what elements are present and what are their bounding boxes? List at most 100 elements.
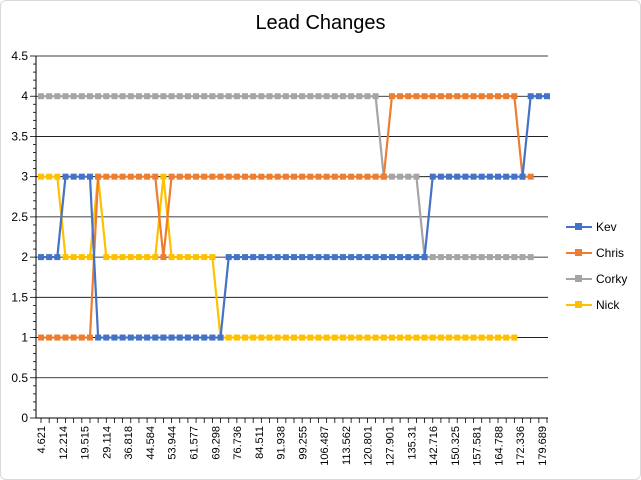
data-point-kev-41	[372, 254, 379, 261]
data-point-kev-28	[266, 254, 273, 261]
data-point-nick-15	[160, 173, 167, 180]
data-point-corky-1	[46, 93, 53, 100]
data-point-chris-0	[38, 334, 44, 341]
data-point-corky-23	[225, 93, 232, 100]
data-point-corky-58	[511, 254, 518, 261]
data-point-kev-46	[413, 254, 420, 261]
data-point-chris-32	[299, 173, 306, 180]
data-point-kev-19	[193, 334, 200, 341]
x-tick-label-7: 61.577	[188, 426, 200, 460]
data-point-corky-37	[339, 93, 346, 100]
data-point-corky-3	[62, 93, 69, 100]
data-point-nick-36	[331, 334, 338, 341]
data-point-corky-14	[152, 93, 159, 100]
data-point-chris-8	[103, 173, 110, 180]
data-point-nick-56	[495, 334, 502, 341]
data-point-chris-57	[503, 93, 510, 100]
data-point-chris-48	[429, 93, 436, 100]
data-point-chris-27	[258, 173, 265, 180]
data-point-kev-61	[535, 93, 542, 100]
data-point-corky-39	[356, 93, 363, 100]
chart-title: Lead Changes	[255, 12, 386, 34]
data-point-chris-28	[266, 173, 273, 180]
data-point-nick-52	[462, 334, 469, 341]
legend-label-nick: Nick	[596, 298, 620, 312]
data-point-chris-11	[127, 173, 134, 180]
data-point-kev-21	[209, 334, 216, 341]
data-point-kev-23	[225, 254, 232, 261]
data-point-kev-29	[274, 254, 281, 261]
legend-swatch-chris	[566, 248, 592, 258]
x-tick-label-20: 157.581	[472, 426, 484, 466]
data-point-kev-9	[111, 334, 118, 341]
data-point-corky-4	[70, 93, 77, 100]
data-point-corky-24	[233, 93, 240, 100]
legend-label-chris: Chris	[596, 246, 625, 260]
x-tick-label-12: 99.255	[297, 426, 309, 460]
data-point-nick-28	[266, 334, 273, 341]
data-point-nick-26	[250, 334, 257, 341]
data-point-corky-15	[160, 93, 167, 100]
data-point-nick-0	[38, 173, 44, 180]
data-point-corky-50	[446, 254, 453, 261]
data-point-kev-48	[429, 173, 436, 180]
x-tick-label-21: 164.788	[493, 426, 505, 466]
data-point-corky-46	[413, 173, 420, 180]
data-point-corky-18	[184, 93, 191, 100]
data-point-chris-26	[250, 173, 257, 180]
data-point-chris-40	[364, 173, 371, 180]
data-point-corky-38	[348, 93, 355, 100]
data-point-nick-34	[315, 334, 322, 341]
data-point-kev-35	[323, 254, 330, 261]
data-point-corky-60	[527, 254, 534, 261]
legend-label-kev: Kev	[596, 220, 617, 234]
legend-swatch-nick	[566, 300, 592, 310]
x-tick-label-13: 106.487	[319, 426, 331, 466]
data-point-kev-53	[470, 173, 477, 180]
data-point-nick-47	[421, 334, 428, 341]
data-point-nick-30	[282, 334, 289, 341]
data-point-chris-13	[144, 173, 151, 180]
data-point-nick-44	[397, 334, 404, 341]
data-point-kev-18	[184, 334, 191, 341]
data-point-nick-35	[323, 334, 330, 341]
data-point-kev-49	[437, 173, 444, 180]
data-point-kev-20	[201, 334, 208, 341]
x-tick-label-4: 36.818	[123, 426, 135, 460]
y-tick-label-9: 4.5	[11, 49, 28, 63]
data-point-chris-7	[95, 173, 102, 180]
data-point-kev-38	[348, 254, 355, 261]
data-point-kev-58	[511, 173, 518, 180]
data-point-chris-3	[62, 334, 69, 341]
data-point-nick-19	[193, 254, 200, 261]
data-point-nick-20	[201, 254, 208, 261]
data-point-nick-49	[437, 334, 444, 341]
data-point-chris-54	[478, 93, 485, 100]
data-point-kev-4	[70, 173, 77, 180]
data-point-chris-16	[168, 173, 175, 180]
data-point-corky-55	[486, 254, 493, 261]
data-point-nick-54	[478, 334, 485, 341]
data-point-chris-33	[307, 173, 314, 180]
x-tick-label-6: 53.944	[167, 426, 179, 460]
data-point-chris-35	[323, 173, 330, 180]
legend-item-chris: Chris	[566, 242, 627, 264]
data-point-kev-54	[478, 173, 485, 180]
data-point-nick-31	[291, 334, 297, 341]
x-tick-label-18: 142.716	[428, 426, 440, 466]
data-point-nick-14	[152, 254, 159, 261]
data-point-kev-47	[421, 254, 428, 261]
data-point-kev-36	[331, 254, 338, 261]
data-point-kev-59	[519, 173, 526, 180]
data-point-corky-5	[78, 93, 85, 100]
data-point-corky-22	[217, 93, 224, 100]
data-point-chris-38	[348, 173, 355, 180]
x-tick-label-8: 69.298	[210, 426, 222, 460]
data-point-nick-10	[119, 254, 126, 261]
data-point-corky-45	[405, 173, 412, 180]
data-point-corky-52	[462, 254, 469, 261]
data-point-corky-19	[193, 93, 200, 100]
data-point-chris-51	[454, 93, 461, 100]
data-point-corky-21	[209, 93, 216, 100]
y-tick-label-7: 3.5	[11, 129, 28, 143]
